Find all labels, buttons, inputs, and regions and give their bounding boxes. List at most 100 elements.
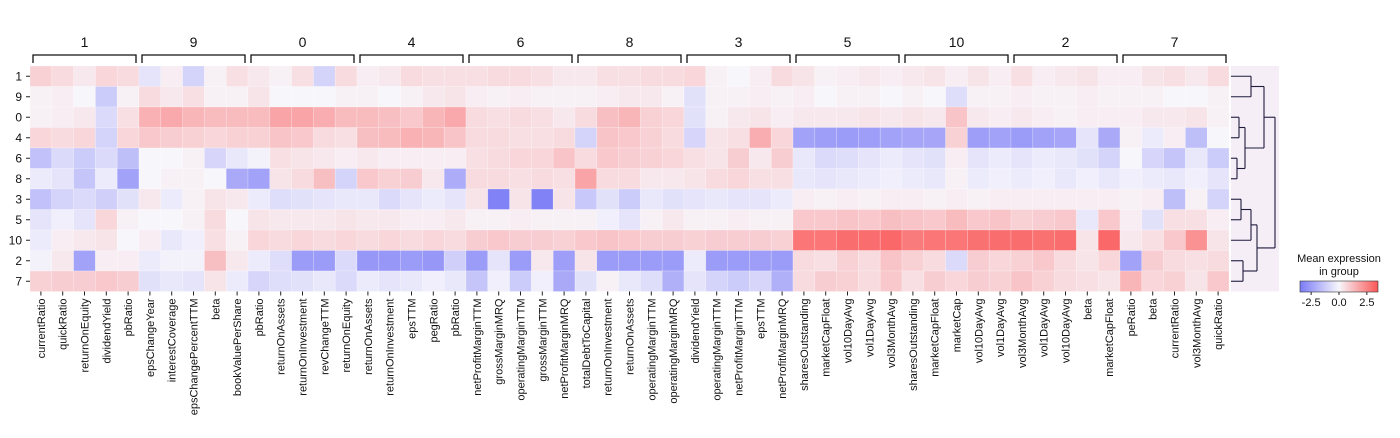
heatmap-cell <box>313 229 336 251</box>
heatmap-cell <box>138 147 162 169</box>
heatmap-cell <box>291 106 314 128</box>
heatmap-cell <box>422 106 445 128</box>
heatmap-cell <box>73 127 96 149</box>
heatmap-cell <box>1206 250 1230 272</box>
heatmap-cell <box>313 209 336 231</box>
heatmap-cell <box>1163 65 1186 87</box>
heatmap-cell <box>945 250 968 272</box>
heatmap-cell <box>225 106 249 128</box>
heatmap-cell <box>1141 188 1164 210</box>
heatmap-cell <box>596 86 619 108</box>
heatmap-cell <box>640 106 663 128</box>
heatmap-cell <box>116 127 140 149</box>
heatmap-cell <box>204 188 227 210</box>
heatmap-cell <box>749 209 772 231</box>
heatmap-cell <box>618 250 641 272</box>
heatmap-cell <box>1119 147 1143 169</box>
heatmap-cell <box>574 209 598 231</box>
feature-tick-label: epsTTM <box>407 299 419 339</box>
group-bracket <box>904 54 1009 63</box>
heatmap-cell <box>51 209 74 231</box>
heatmap-cell <box>531 250 554 272</box>
heatmap-cell <box>574 229 598 251</box>
heatmap-cell <box>138 188 162 210</box>
heatmap-cell <box>552 106 576 128</box>
heatmap-cell <box>683 106 707 128</box>
heatmap-cell <box>269 65 292 87</box>
heatmap-cell <box>1185 229 1208 251</box>
heatmap-cell <box>923 86 946 108</box>
feature-tick-label: vol1DayAvg <box>995 299 1007 358</box>
heatmap-cell <box>683 209 707 231</box>
group-bracket <box>795 54 900 63</box>
heatmap-cell <box>204 168 227 190</box>
heatmap-cell <box>749 168 772 190</box>
heatmap-cell <box>858 127 881 149</box>
heatmap-cell <box>400 127 423 149</box>
heatmap-cell <box>465 188 489 210</box>
heatmap-cell <box>1097 86 1121 108</box>
heatmap-cell <box>901 250 925 272</box>
heatmap-cell <box>1141 65 1164 87</box>
heatmap-cell <box>749 86 772 108</box>
heatmap-cell <box>1206 209 1230 231</box>
heatmap-cell <box>705 168 728 190</box>
heatmap-cell <box>727 127 750 149</box>
heatmap-cell <box>552 168 576 190</box>
heatmap-cell <box>51 229 74 251</box>
colorbar-title-line2: in group <box>1319 266 1359 278</box>
heatmap-cell <box>95 127 118 149</box>
heatmap-cell <box>727 65 750 87</box>
heatmap-cell <box>291 127 314 149</box>
heatmap-cell <box>182 106 205 128</box>
heatmap-cell <box>770 209 794 231</box>
heatmap-cell <box>727 147 750 169</box>
heatmap-cell <box>814 188 837 210</box>
heatmap-cell <box>29 65 53 87</box>
group-bracket <box>141 54 246 63</box>
heatmap-cell <box>1097 209 1121 231</box>
heatmap-cell <box>400 168 423 190</box>
group-label: 0 <box>299 34 307 50</box>
heatmap-cell <box>138 65 162 87</box>
colorbar-tick-label: 2.5 <box>1359 297 1374 309</box>
feature-tick-label: returnOnInvestment <box>603 299 615 396</box>
heatmap-cell <box>967 209 990 231</box>
heatmap-cell <box>465 147 489 169</box>
feature-tick-label: returnOnEquity <box>341 298 353 372</box>
heatmap-cell <box>400 106 423 128</box>
heatmap-cell <box>378 188 401 210</box>
heatmap-cell <box>465 209 489 231</box>
heatmap-cell <box>116 168 140 190</box>
feature-tick-label: vol3MonthAvg <box>1191 299 1203 369</box>
heatmap-cell <box>945 188 968 210</box>
heatmap-cell <box>73 188 96 210</box>
heatmap-cell <box>1032 188 1055 210</box>
heatmap-cell <box>552 127 576 149</box>
heatmap-cell <box>661 270 685 292</box>
heatmap-cell <box>313 106 336 128</box>
row-tick-label: 4 <box>15 131 22 145</box>
heatmap-cell <box>770 147 794 169</box>
heatmap-cell <box>1076 168 1099 190</box>
heatmap-cell <box>988 86 1012 108</box>
heatmap-cell <box>945 229 968 251</box>
heatmap-cell <box>1206 229 1230 251</box>
heatmap-cell <box>378 270 401 292</box>
heatmap-cell <box>509 168 532 190</box>
heatmap-cell <box>1097 188 1121 210</box>
heatmap-cell <box>225 209 249 231</box>
heatmap-cell <box>858 188 881 210</box>
feature-tick-label: returnOnAssets <box>276 298 288 375</box>
heatmap-cell <box>1054 209 1077 231</box>
heatmap-cell <box>618 86 641 108</box>
heatmap-cell <box>138 168 162 190</box>
heatmap-cell <box>487 65 510 87</box>
feature-tick-label: epsChangeYear <box>145 298 157 377</box>
feature-tick-label: quickRatio <box>1213 299 1225 350</box>
heatmap-cell <box>858 106 881 128</box>
heatmap-cell <box>552 209 576 231</box>
feature-tick-label: marketCapFloat <box>821 299 833 377</box>
heatmap-cell <box>160 270 183 292</box>
feature-tick-label: beta <box>210 298 222 320</box>
